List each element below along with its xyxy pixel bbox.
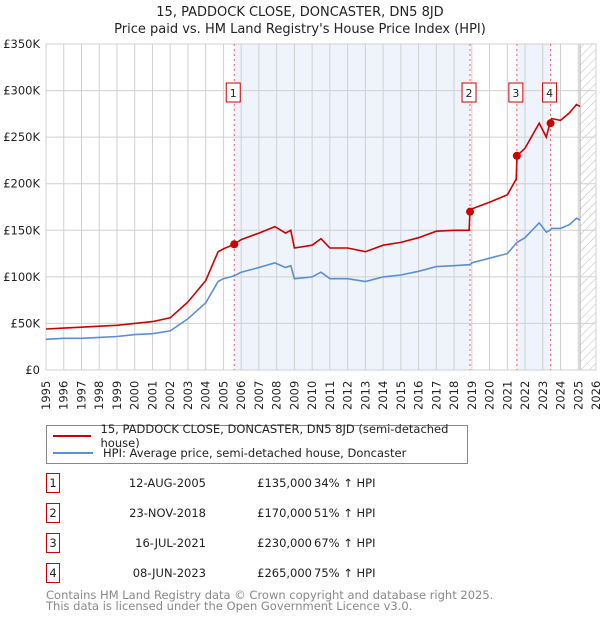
sale-label: 4 bbox=[546, 87, 553, 100]
x-tick-label: 2001 bbox=[145, 381, 159, 410]
x-tick-label: 2021 bbox=[500, 381, 514, 410]
sale-price: £135,000 bbox=[257, 476, 312, 490]
x-tick-label: 2006 bbox=[234, 381, 248, 410]
sale-label-box bbox=[225, 82, 241, 103]
x-tick-label: 2002 bbox=[163, 381, 177, 410]
sale-date: 12-AUG-2005 bbox=[128, 476, 206, 490]
x-tick-label: 2017 bbox=[429, 381, 443, 410]
y-tick-label: £100K bbox=[3, 270, 40, 284]
x-tick-label: 2022 bbox=[518, 381, 532, 410]
legend: 15, PADDOCK CLOSE, DONCASTER, DN5 8JD (s… bbox=[46, 422, 468, 464]
x-tick-label: 2020 bbox=[483, 381, 497, 410]
x-tick-label: 2025 bbox=[571, 381, 585, 410]
x-tick-label: 2014 bbox=[376, 381, 390, 410]
x-tick-label: 2024 bbox=[554, 381, 568, 410]
x-tick-label: 2011 bbox=[323, 381, 337, 410]
x-tick-label: 2010 bbox=[305, 381, 319, 410]
sale-point bbox=[230, 240, 239, 249]
sale-label: 1 bbox=[230, 87, 237, 100]
sale-number-badge: 4 bbox=[46, 563, 60, 583]
x-tick-label: 2000 bbox=[128, 381, 142, 410]
sale-date: 23-NOV-2018 bbox=[129, 506, 206, 520]
sale-row: 2 23-NOV-2018 £170,000 51% ↑ HPI bbox=[46, 503, 446, 523]
sale-row: 3 16-JUL-2021 £230,000 67% ↑ HPI bbox=[46, 533, 446, 553]
x-tick-label: 1999 bbox=[110, 381, 124, 410]
x-tick-label: 2013 bbox=[358, 381, 372, 410]
x-tick-label: 2016 bbox=[412, 381, 426, 410]
y-tick-label: £150K bbox=[3, 223, 40, 237]
series-line bbox=[45, 217, 581, 341]
x-tick-label: 2009 bbox=[287, 381, 301, 410]
sale-price: £230,000 bbox=[257, 536, 312, 550]
chart-title: 15, PADDOCK CLOSE, DONCASTER, DN5 8JD bbox=[156, 5, 444, 20]
chart-subtitle: Price paid vs. HM Land Registry's House … bbox=[114, 22, 486, 37]
sale-label-box bbox=[461, 82, 477, 103]
sale-label: 3 bbox=[512, 87, 519, 100]
x-tick-label: 2003 bbox=[181, 381, 195, 410]
footer-line-2: This data is licensed under the Open Gov… bbox=[46, 599, 413, 613]
sale-number-badge: 1 bbox=[46, 473, 60, 493]
forecast-hatch bbox=[579, 43, 597, 371]
sale-label-box bbox=[542, 82, 558, 103]
x-tick-label: 2005 bbox=[216, 381, 230, 410]
x-tick-label: 2023 bbox=[536, 381, 550, 410]
sale-row: 1 12-AUG-2005 £135,000 34% ↑ HPI bbox=[46, 473, 446, 493]
sale-hpi-change: 67% ↑ HPI bbox=[314, 536, 376, 550]
x-tick-label: 1998 bbox=[92, 381, 106, 410]
sale-point bbox=[466, 207, 475, 216]
legend-item-hpi: HPI: Average price, semi-detached house,… bbox=[53, 445, 406, 461]
sale-row: 4 08-JUN-2023 £265,000 75% ↑ HPI bbox=[46, 563, 446, 583]
x-tick-label: 1996 bbox=[57, 381, 71, 410]
x-tick-label: 2007 bbox=[252, 381, 266, 410]
x-tick-label: 2019 bbox=[465, 381, 479, 410]
sale-label: 2 bbox=[466, 87, 473, 100]
sale-label-box bbox=[508, 82, 524, 103]
legend-swatch-red bbox=[53, 435, 91, 437]
legend-label: 15, PADDOCK CLOSE, DONCASTER, DN5 8JD (s… bbox=[100, 422, 449, 450]
shaded-period bbox=[234, 44, 471, 370]
x-tick-label: 2008 bbox=[270, 381, 284, 410]
legend-swatch-blue bbox=[53, 452, 93, 454]
sale-date: 16-JUL-2021 bbox=[135, 536, 206, 550]
y-tick-label: £50K bbox=[11, 316, 41, 330]
sale-point bbox=[512, 151, 521, 160]
sale-hpi-change: 34% ↑ HPI bbox=[314, 476, 376, 490]
sale-price: £265,000 bbox=[257, 566, 312, 580]
plot-area: 1995 1996 1997 1998 1999 2000 2001 2002 2003 2004… bbox=[3, 37, 600, 410]
x-tick-label: 1995 bbox=[39, 381, 53, 410]
sale-point bbox=[546, 119, 555, 128]
sale-number-badge: 3 bbox=[46, 533, 60, 553]
legend-item-property: 15, PADDOCK CLOSE, DONCASTER, DN5 8JD (s… bbox=[53, 422, 467, 450]
x-tick-label: 2004 bbox=[199, 381, 213, 410]
x-tick-label: 2018 bbox=[447, 381, 461, 410]
x-tick-label: 1997 bbox=[74, 381, 88, 410]
x-tick-label: 2015 bbox=[394, 381, 408, 410]
y-tick-label: £300K bbox=[3, 84, 40, 98]
y-tick-label: £200K bbox=[3, 177, 40, 191]
sale-date: 08-JUN-2023 bbox=[132, 566, 206, 580]
series-line bbox=[45, 103, 581, 330]
legend-label: HPI: Average price, semi-detached house,… bbox=[103, 446, 407, 460]
sale-hpi-change: 75% ↑ HPI bbox=[314, 566, 376, 580]
sale-price: £170,000 bbox=[257, 506, 312, 520]
y-tick-label: £0 bbox=[25, 363, 40, 377]
sale-number-badge: 2 bbox=[46, 503, 60, 523]
y-tick-label: £250K bbox=[3, 130, 40, 144]
x-tick-label: 2026 bbox=[589, 381, 600, 410]
sale-hpi-change: 51% ↑ HPI bbox=[314, 506, 376, 520]
footer-line-1: Contains HM Land Registry data © Crown c… bbox=[46, 588, 494, 602]
x-tick-label: 2012 bbox=[341, 381, 355, 410]
y-tick-label: £350K bbox=[3, 37, 40, 51]
